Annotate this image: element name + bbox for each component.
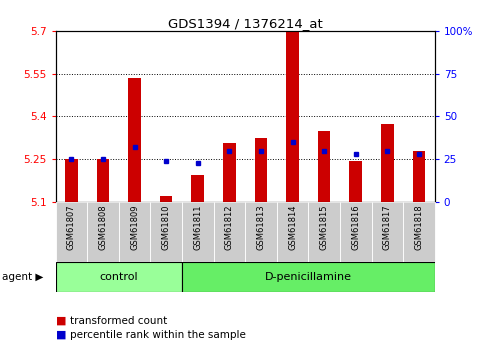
Text: GSM61813: GSM61813 (256, 205, 266, 250)
Text: GSM61810: GSM61810 (162, 205, 170, 250)
Text: ■: ■ (56, 316, 70, 326)
Bar (255, 138, 267, 202)
Text: control: control (99, 272, 138, 282)
Text: GSM61817: GSM61817 (383, 205, 392, 250)
Bar (128, 78, 141, 202)
Bar (371, 202, 403, 262)
Text: GSM61807: GSM61807 (67, 205, 76, 250)
Bar (119, 202, 150, 262)
Title: GDS1394 / 1376214_at: GDS1394 / 1376214_at (168, 17, 323, 30)
Text: GSM61808: GSM61808 (99, 205, 107, 250)
Bar (65, 159, 78, 202)
Text: GSM61818: GSM61818 (414, 205, 424, 250)
Bar (340, 202, 371, 262)
Text: agent ▶: agent ▶ (2, 272, 44, 282)
Text: GSM61811: GSM61811 (193, 205, 202, 250)
Bar (223, 144, 236, 202)
Bar (56, 262, 182, 292)
Text: GSM61814: GSM61814 (288, 205, 297, 250)
Bar (277, 202, 308, 262)
Bar (97, 159, 109, 202)
Text: GSM61812: GSM61812 (225, 205, 234, 250)
Text: GSM61815: GSM61815 (320, 205, 328, 250)
Text: percentile rank within the sample: percentile rank within the sample (70, 330, 246, 339)
Bar (182, 262, 435, 292)
Bar (318, 131, 330, 202)
Text: ■: ■ (56, 330, 70, 339)
Bar (403, 202, 435, 262)
Bar (213, 202, 245, 262)
Bar (308, 202, 340, 262)
Bar (245, 202, 277, 262)
Text: D-penicillamine: D-penicillamine (265, 272, 352, 282)
Bar (381, 124, 394, 202)
Bar (191, 175, 204, 202)
Bar (56, 202, 87, 262)
Text: transformed count: transformed count (70, 316, 167, 326)
Bar (286, 31, 299, 202)
Bar (412, 150, 425, 202)
Bar (160, 196, 172, 202)
Text: GSM61809: GSM61809 (130, 205, 139, 250)
Bar (349, 160, 362, 202)
Bar (87, 202, 119, 262)
Text: GSM61816: GSM61816 (351, 205, 360, 250)
Bar (182, 202, 213, 262)
Bar (150, 202, 182, 262)
